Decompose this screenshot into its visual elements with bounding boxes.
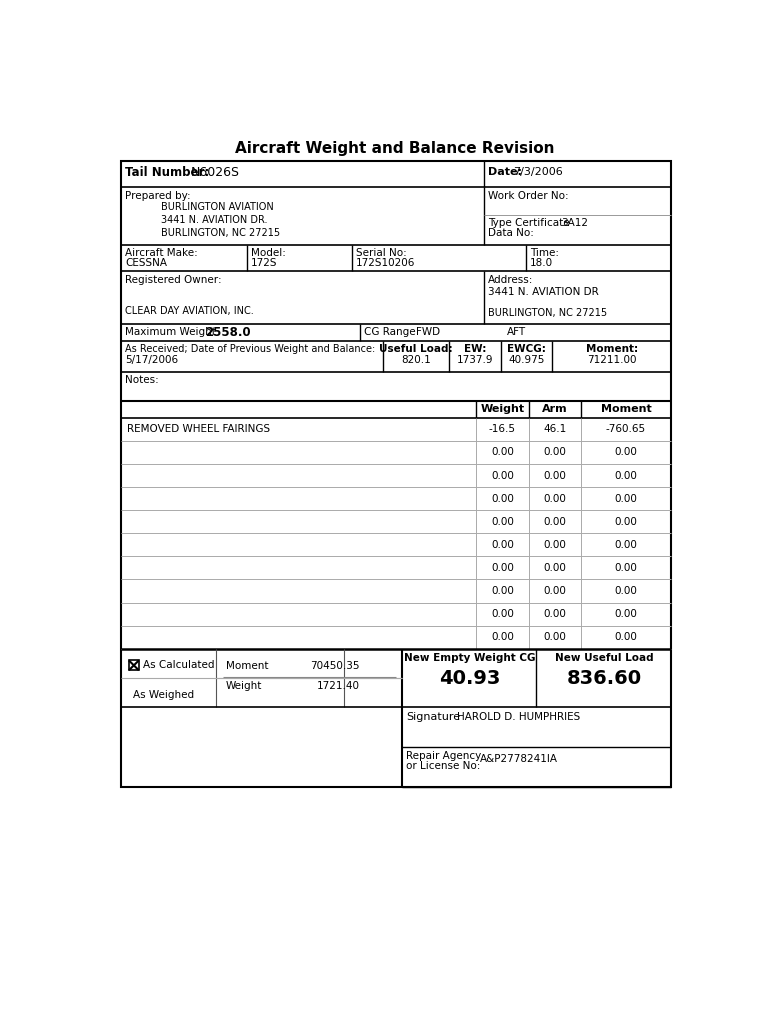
Text: 0.00: 0.00 <box>614 471 638 480</box>
Text: Repair Agency: Repair Agency <box>407 752 481 761</box>
Text: 0.00: 0.00 <box>543 471 566 480</box>
Text: 0.00: 0.00 <box>543 563 566 573</box>
Bar <box>121 161 671 787</box>
Text: EWCG:: EWCG: <box>507 344 546 354</box>
Text: CLEAR DAY AVIATION, INC.: CLEAR DAY AVIATION, INC. <box>125 306 253 316</box>
Text: 1721.40: 1721.40 <box>316 681 360 691</box>
Text: 0.00: 0.00 <box>614 517 638 526</box>
Text: 0.00: 0.00 <box>491 471 514 480</box>
Text: 172S: 172S <box>251 258 278 268</box>
Text: 0.00: 0.00 <box>543 517 566 526</box>
Text: 0.00: 0.00 <box>543 494 566 504</box>
Text: Aircraft Weight and Balance Revision: Aircraft Weight and Balance Revision <box>235 141 554 157</box>
Text: 0.00: 0.00 <box>491 494 514 504</box>
Text: As Received; Date of Previous Weight and Balance:: As Received; Date of Previous Weight and… <box>125 344 375 354</box>
Text: or License No:: or License No: <box>407 761 480 771</box>
Text: As Weighed: As Weighed <box>133 690 195 700</box>
Text: 1737.9: 1737.9 <box>457 355 493 366</box>
Text: A&P2778241IA: A&P2778241IA <box>480 754 558 764</box>
Text: 0.00: 0.00 <box>614 540 638 550</box>
Text: 71211.00: 71211.00 <box>587 355 636 366</box>
Text: Weight: Weight <box>226 681 262 691</box>
Text: 0.00: 0.00 <box>543 586 566 596</box>
Text: -760.65: -760.65 <box>606 424 646 434</box>
Text: 0.00: 0.00 <box>491 563 514 573</box>
Text: Maximum Weight: Maximum Weight <box>125 328 216 337</box>
Text: 820.1: 820.1 <box>401 355 430 366</box>
Text: 70450.35: 70450.35 <box>310 662 360 671</box>
Text: 3441 N. AVIATION DR: 3441 N. AVIATION DR <box>487 287 598 297</box>
Text: FWD: FWD <box>416 328 440 337</box>
Text: 0.00: 0.00 <box>543 632 566 642</box>
Text: Aircraft Make:: Aircraft Make: <box>125 249 198 258</box>
Text: 2558.0: 2558.0 <box>205 326 250 339</box>
Text: 0.00: 0.00 <box>543 540 566 550</box>
Text: 0.00: 0.00 <box>491 632 514 642</box>
Text: 3A12: 3A12 <box>561 218 588 228</box>
Text: 0.00: 0.00 <box>491 517 514 526</box>
Text: Type Certificate: Type Certificate <box>487 218 569 228</box>
Text: N6026S: N6026S <box>191 166 239 178</box>
Text: Data No:: Data No: <box>487 228 534 239</box>
Text: 0.00: 0.00 <box>614 586 638 596</box>
Text: Arm: Arm <box>542 404 567 415</box>
Text: 0.00: 0.00 <box>614 609 638 620</box>
Text: Moment: Moment <box>601 404 651 415</box>
Text: New Useful Load: New Useful Load <box>554 652 653 663</box>
Text: BURLINGTON, NC 27215: BURLINGTON, NC 27215 <box>162 228 280 239</box>
Text: 46.1: 46.1 <box>543 424 566 434</box>
Text: REMOVED WHEEL FAIRINGS: REMOVED WHEEL FAIRINGS <box>127 424 270 434</box>
Text: CESSNA: CESSNA <box>125 258 167 268</box>
Text: CG Range: CG Range <box>363 328 415 337</box>
Text: New Empty Weight CG: New Empty Weight CG <box>403 652 535 663</box>
Text: Moment: Moment <box>226 662 268 671</box>
Text: 5/17/2006: 5/17/2006 <box>125 355 178 366</box>
Text: Signature: Signature <box>407 712 460 722</box>
Text: 836.60: 836.60 <box>566 669 641 687</box>
Text: 40.975: 40.975 <box>508 355 544 366</box>
Text: Registered Owner:: Registered Owner: <box>125 274 222 285</box>
Text: 0.00: 0.00 <box>543 447 566 458</box>
Text: Weight: Weight <box>480 404 524 415</box>
Text: AFT: AFT <box>507 328 526 337</box>
Text: 172S10206: 172S10206 <box>356 258 415 268</box>
Text: BURLINGTON AVIATION: BURLINGTON AVIATION <box>162 202 274 212</box>
Text: 40.93: 40.93 <box>439 669 500 687</box>
Text: Time:: Time: <box>531 249 559 258</box>
Text: Moment:: Moment: <box>585 344 638 354</box>
Text: Notes:: Notes: <box>125 376 159 385</box>
Text: 0.00: 0.00 <box>614 494 638 504</box>
Text: As Calculated: As Calculated <box>142 660 214 671</box>
Text: 0.00: 0.00 <box>543 609 566 620</box>
Text: Work Order No:: Work Order No: <box>487 190 568 201</box>
Text: 0.00: 0.00 <box>491 447 514 458</box>
Text: HAROLD D. HUMPHRIES: HAROLD D. HUMPHRIES <box>457 712 580 722</box>
Text: Useful Load:: Useful Load: <box>379 344 453 354</box>
Text: 0.00: 0.00 <box>614 563 638 573</box>
Bar <box>129 660 139 671</box>
Text: Date:: Date: <box>487 167 521 177</box>
Text: 0.00: 0.00 <box>491 586 514 596</box>
Text: 0.00: 0.00 <box>614 447 638 458</box>
Text: 0.00: 0.00 <box>614 632 638 642</box>
Text: Model:: Model: <box>251 249 286 258</box>
Text: BURLINGTON, NC 27215: BURLINGTON, NC 27215 <box>487 307 607 317</box>
Text: 18.0: 18.0 <box>531 258 554 268</box>
Text: Address:: Address: <box>487 274 533 285</box>
Text: 0.00: 0.00 <box>491 540 514 550</box>
Text: EW:: EW: <box>464 344 486 354</box>
Text: 0.00: 0.00 <box>491 609 514 620</box>
Text: -16.5: -16.5 <box>489 424 516 434</box>
Text: 7/3/2006: 7/3/2006 <box>513 167 563 177</box>
Text: Prepared by:: Prepared by: <box>125 190 190 201</box>
Text: 3441 N. AVIATION DR.: 3441 N. AVIATION DR. <box>162 215 268 225</box>
Text: Serial No:: Serial No: <box>356 249 407 258</box>
Text: Tail Number:: Tail Number: <box>125 166 209 178</box>
